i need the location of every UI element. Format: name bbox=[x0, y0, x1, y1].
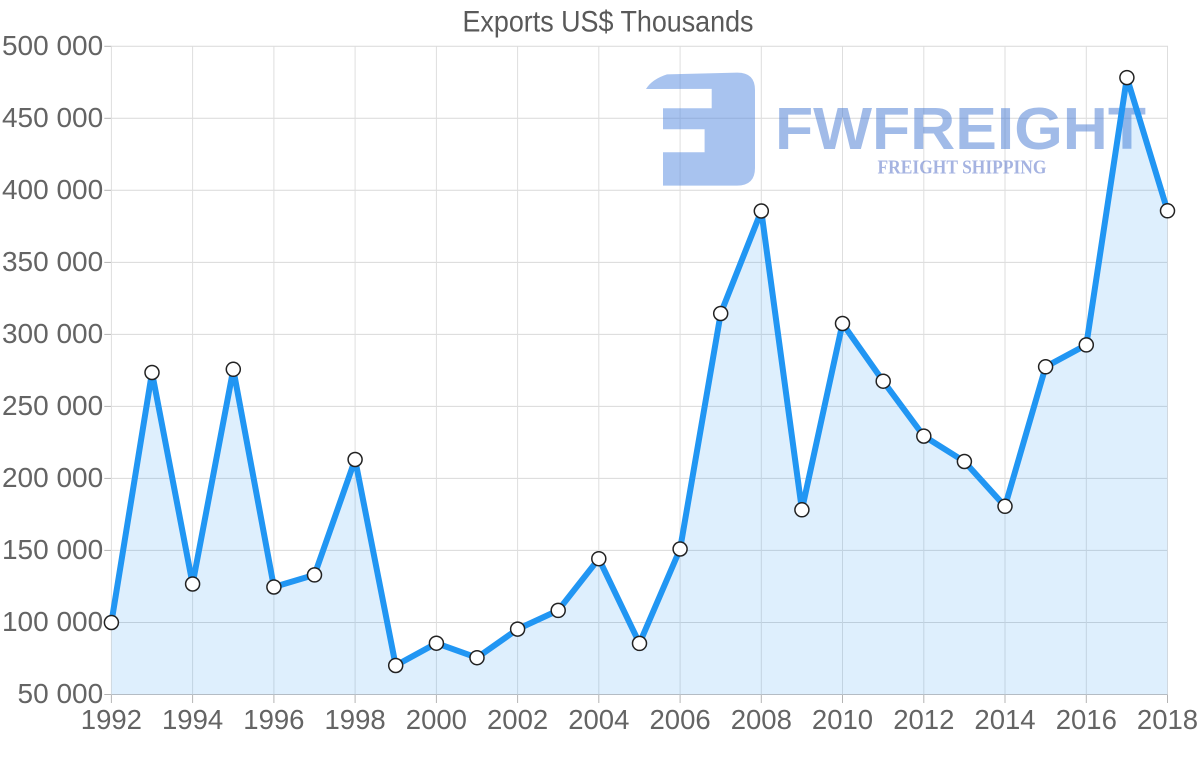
svg-text:FWFREIGHT: FWFREIGHT bbox=[775, 96, 1146, 162]
svg-text:2000: 2000 bbox=[406, 704, 467, 735]
svg-text:300 000: 300 000 bbox=[2, 318, 103, 349]
svg-text:2004: 2004 bbox=[568, 704, 629, 735]
svg-text:450 000: 450 000 bbox=[2, 102, 103, 133]
svg-text:2008: 2008 bbox=[731, 704, 792, 735]
svg-text:1994: 1994 bbox=[162, 704, 223, 735]
svg-text:2012: 2012 bbox=[893, 704, 954, 735]
svg-text:2014: 2014 bbox=[974, 704, 1035, 735]
svg-text:1998: 1998 bbox=[325, 704, 386, 735]
svg-text:500 000: 500 000 bbox=[2, 30, 103, 61]
svg-text:FREIGHT SHIPPING: FREIGHT SHIPPING bbox=[878, 158, 1047, 179]
svg-text:2006: 2006 bbox=[650, 704, 711, 735]
svg-text:400 000: 400 000 bbox=[2, 174, 103, 205]
svg-text:2018: 2018 bbox=[1137, 704, 1198, 735]
svg-text:2016: 2016 bbox=[1056, 704, 1117, 735]
svg-text:1996: 1996 bbox=[243, 704, 304, 735]
svg-text:1992: 1992 bbox=[81, 704, 142, 735]
svg-text:2010: 2010 bbox=[812, 704, 873, 735]
svg-text:100 000: 100 000 bbox=[2, 606, 103, 637]
svg-text:Exports US$ Thousands: Exports US$ Thousands bbox=[463, 6, 754, 39]
svg-text:150 000: 150 000 bbox=[2, 534, 103, 565]
svg-text:350 000: 350 000 bbox=[2, 246, 103, 277]
svg-text:250 000: 250 000 bbox=[2, 390, 103, 421]
svg-text:2002: 2002 bbox=[487, 704, 548, 735]
svg-text:50 000: 50 000 bbox=[18, 678, 104, 709]
svg-text:200 000: 200 000 bbox=[2, 462, 103, 493]
